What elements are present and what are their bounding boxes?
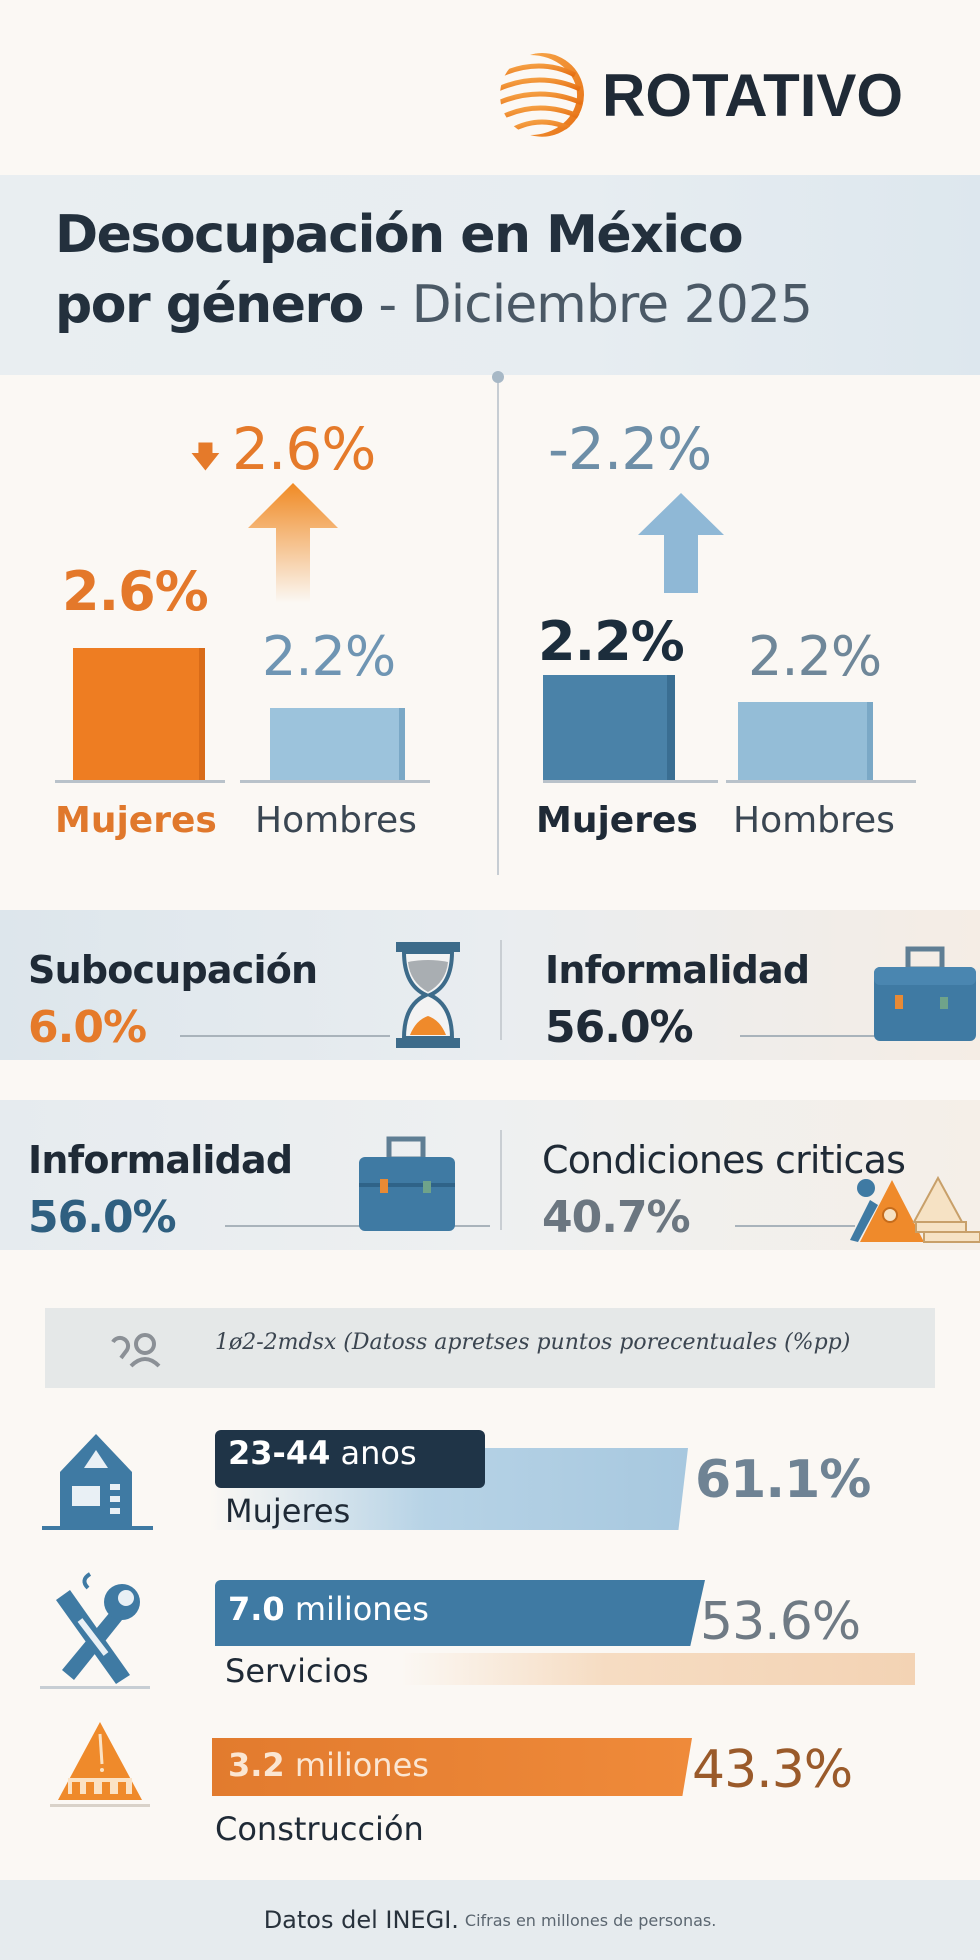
bar-value-mujeres: 2.6%: [62, 560, 209, 623]
row-tag: 3.2 miliones: [228, 1746, 429, 1784]
gender-panel-right: -2.2% 2.2% 2.2% Mujeres Hombres: [498, 375, 980, 875]
stat-title: Condiciones criticas: [542, 1138, 906, 1182]
label-hombres: Hombres: [255, 800, 417, 841]
baseline: [55, 780, 225, 783]
row-percentage: 53.6%: [700, 1592, 861, 1652]
people-icon: [111, 1333, 161, 1368]
baseline: [543, 780, 718, 783]
breakdown-row-construccion: 3.2 miliones Construcción 43.3%: [0, 1710, 980, 1850]
hourglass-icon: [396, 942, 460, 1048]
label-hombres: Hombres: [733, 800, 895, 841]
vertical-divider: [497, 375, 499, 875]
stats-divider: [500, 940, 502, 1040]
stat-line: [735, 1225, 855, 1227]
delta-label: -2.2%: [548, 415, 712, 483]
stat-title: Informalidad: [545, 948, 810, 992]
row-tag-number: 3.2: [228, 1746, 285, 1784]
stats-row-2: Informalidad 56.0% Condiciones criticas …: [0, 1100, 980, 1250]
stat-subocupacion: Subocupación 6.0%: [0, 910, 490, 1060]
note-band: 1ø2-2mdsx (Datoss apretses puntos porece…: [45, 1308, 935, 1388]
striped-globe-icon: [500, 53, 584, 137]
bar-value-hombres: 2.2%: [262, 625, 396, 688]
bar-hombres: [270, 708, 405, 780]
footer-note: Cifras en millones de personas.: [464, 1910, 717, 1930]
gender-chart-section: 🡇 2.6% 2.6% 2.2% Mujeres Hombres -2.2% 2…: [0, 371, 980, 875]
label-mujeres: Mujeres: [536, 800, 698, 841]
note-text: 1ø2-2mdsx (Datoss apretses puntos porece…: [215, 1330, 851, 1355]
page-title-line2: por género - Diciembre 2025: [55, 275, 813, 335]
bar-mujeres: [73, 648, 205, 780]
brand-logo: ROTATIVO: [490, 45, 903, 145]
stat-value: 56.0%: [545, 1002, 694, 1053]
stat-condiciones-criticas: Condiciones criticas 40.7%: [510, 1100, 980, 1250]
baseline: [240, 780, 430, 783]
stat-title: Subocupación: [28, 948, 318, 992]
progress-bar: [212, 1738, 692, 1796]
row-subtitle: Mujeres: [225, 1492, 351, 1530]
bar-mujeres: [543, 675, 675, 780]
baseline: [726, 780, 916, 783]
row-percentage: 43.3%: [692, 1740, 853, 1800]
stat-value: 40.7%: [542, 1192, 691, 1243]
briefcase-icon: [874, 946, 976, 1041]
breakdown-row-mujeres: 23-44 anos Mujeres 61.1%: [0, 1420, 980, 1560]
page-title-line1: Desocupación en México: [55, 205, 744, 265]
stats-row-1: Subocupación 6.0% Informalidad 56.0%: [0, 910, 980, 1060]
stat-informalidad: Informalidad 56.0%: [510, 910, 980, 1060]
footer-source: Datos del INEGI.: [263, 1906, 459, 1934]
bar-value-mujeres: 2.2%: [538, 610, 685, 673]
row-subtitle: Servicios: [225, 1652, 369, 1690]
stat-line: [740, 1035, 900, 1037]
up-arrow-icon: [248, 483, 338, 603]
stats-divider: [500, 1130, 502, 1230]
stat-title: Informalidad: [28, 1138, 293, 1182]
row-tag-unit: anos: [330, 1434, 417, 1472]
stat-value: 56.0%: [28, 1192, 177, 1243]
tag-bar: [215, 1430, 485, 1488]
bar-hombres: [738, 702, 873, 780]
stat-value: 6.0%: [28, 1002, 147, 1053]
divider-marker: [492, 371, 504, 383]
row-percentage: 61.1%: [695, 1450, 871, 1510]
warning-pyramid-icon: [850, 1175, 980, 1243]
brand-name: ROTATIVO: [602, 61, 904, 129]
traffic-cone-icon: [50, 1722, 150, 1807]
row-tag: 23-44 anos: [228, 1434, 417, 1472]
stat-informalidad-2: Informalidad 56.0%: [0, 1100, 490, 1250]
stat-line: [225, 1225, 490, 1227]
row-tag-unit: miliones: [284, 1590, 429, 1628]
footer: Datos del INEGI. Cifras en millones de p…: [0, 1880, 980, 1960]
stat-line: [180, 1035, 390, 1037]
title-band: Desocupación en México por género - Dici…: [0, 175, 980, 375]
house-icon: [42, 1434, 153, 1530]
breakdown-row-servicios: 7.0 miliones Servicios 53.6%: [0, 1570, 980, 1710]
row-tag-number: 7.0: [228, 1590, 285, 1628]
label-mujeres: Mujeres: [55, 800, 217, 841]
gender-panel-left: 🡇 2.6% 2.6% 2.2% Mujeres Hombres: [0, 375, 490, 875]
tools-icon: [40, 1572, 150, 1689]
row-tag: 7.0 miliones: [228, 1590, 429, 1628]
down-arrow-icon: 🡇: [190, 440, 221, 475]
delta-label: 2.6%: [232, 415, 376, 483]
briefcase-icon: [359, 1136, 455, 1231]
row-subtitle: Construcción: [215, 1810, 424, 1848]
secondary-bar: [400, 1653, 915, 1685]
page-title-line2-text: por género: [55, 275, 364, 335]
bar-value-hombres: 2.2%: [748, 625, 882, 688]
progress-bar: [215, 1580, 705, 1646]
up-arrow-icon: [638, 493, 724, 593]
page-title-date: - Diciembre 2025: [362, 275, 813, 335]
row-tag-number: 23-44: [228, 1434, 331, 1472]
row-tag-unit: miliones: [284, 1746, 429, 1784]
